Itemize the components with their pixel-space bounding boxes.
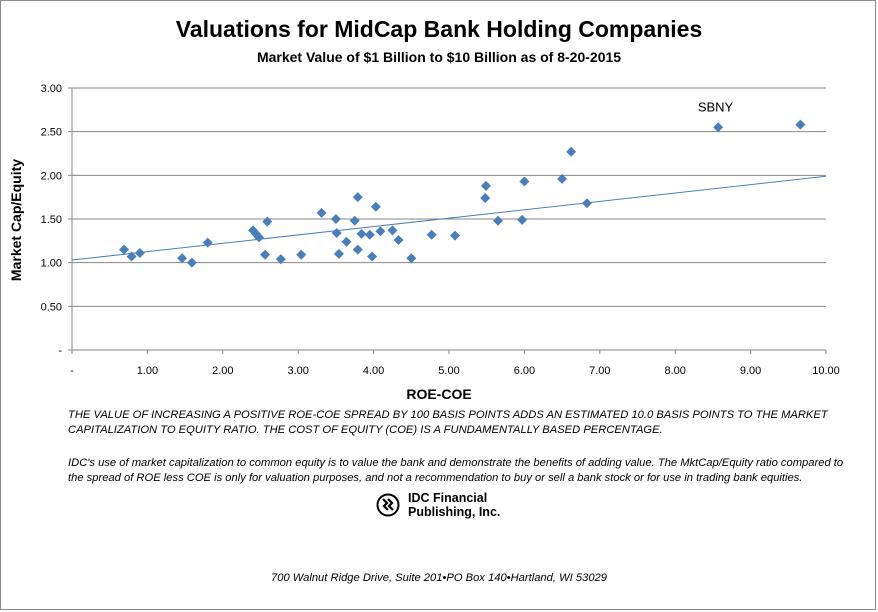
data-point: [370, 201, 381, 212]
y-tick-label: 0.50: [41, 301, 62, 313]
scatter-plot: - 0.50 1.00 1.50 2.00 2.50 3.00 - 1.00 2.00 3.00 4.…: [41, 83, 840, 377]
data-point: [316, 207, 327, 218]
data-point: [253, 232, 264, 243]
data-point: [426, 229, 437, 240]
note-disclaimer: IDC's use of market capitalization to co…: [68, 457, 844, 484]
data-point: [713, 122, 724, 133]
data-point: [330, 214, 341, 224]
data-point: [480, 180, 491, 191]
x-tick-label: 9.00: [740, 365, 761, 377]
idc-logo-icon: [376, 493, 400, 517]
logo-text-line1: IDC Financial: [408, 491, 488, 505]
data-point: [406, 253, 417, 264]
chart-title: Valuations for MidCap Bank Holding Compa…: [175, 16, 703, 42]
logo-text-line2: Publishing, Inc.: [408, 505, 501, 519]
trendline: [71, 175, 827, 261]
y-axis-label: Market Cap/Equity: [8, 158, 24, 282]
x-tick-label: 3.00: [287, 365, 308, 377]
y-tick-label: 2.50: [41, 127, 62, 139]
data-point: [341, 236, 352, 247]
data-point: [795, 119, 806, 130]
y-tick-label: 2.00: [41, 170, 62, 182]
data-point: [364, 229, 375, 240]
x-tick-label: -: [70, 365, 74, 377]
data-point: [557, 173, 568, 184]
data-point: [367, 251, 378, 262]
note-roe-coe-spread: THE VALUE OF INCREASING A POSITIVE ROE-C…: [68, 409, 828, 436]
data-point: [387, 225, 398, 236]
y-tick-label: 3.00: [41, 83, 62, 95]
data-point: [393, 234, 404, 245]
x-tick-label: 4.00: [363, 365, 384, 377]
data-point: [260, 249, 271, 260]
x-axis-label: ROE-COE: [406, 386, 472, 402]
data-point: [202, 237, 213, 248]
y-tick-label: 1.00: [41, 258, 62, 270]
data-point: [566, 146, 577, 157]
data-point: [250, 228, 261, 239]
x-tick-label: 5.00: [438, 365, 459, 377]
x-tick-label: 10.00: [812, 365, 840, 377]
data-point: [275, 254, 286, 265]
data-point: [450, 230, 461, 241]
data-point: [581, 198, 592, 209]
data-point: [352, 244, 363, 255]
data-point: [331, 227, 342, 238]
data-point: [493, 215, 504, 226]
x-tick-label: 8.00: [664, 365, 685, 377]
data-point: [352, 192, 363, 203]
data-point: [296, 249, 307, 260]
data-point: [177, 253, 188, 264]
x-tick-label: 2.00: [212, 365, 233, 377]
annotation-label: SBNY: [698, 100, 734, 115]
data-point: [333, 248, 344, 259]
idc-logo: IDC Financial Publishing, Inc.: [376, 491, 500, 519]
data-point: [186, 257, 197, 268]
x-tick-label: 6.00: [514, 365, 535, 377]
x-tick-label: 7.00: [589, 365, 610, 377]
data-point: [356, 228, 367, 239]
data-point: [480, 193, 491, 204]
chart-subtitle: Market Value of $1 Billion to $10 Billio…: [256, 49, 622, 65]
data-point: [517, 214, 528, 225]
y-tick-label: -: [58, 345, 62, 357]
footer-address: 700 Walnut Ridge Drive, Suite 201•PO Box…: [271, 572, 607, 584]
data-point: [375, 226, 386, 237]
data-point: [126, 251, 137, 262]
data-point: [262, 216, 273, 227]
data-point: [119, 244, 130, 255]
y-tick-label: 1.50: [41, 214, 62, 226]
logo-text: IDC Financial Publishing, Inc.: [408, 491, 500, 519]
data-point: [519, 176, 530, 187]
x-tick-label: 1.00: [137, 365, 158, 377]
data-point: [134, 248, 145, 259]
data-point: [349, 215, 360, 226]
